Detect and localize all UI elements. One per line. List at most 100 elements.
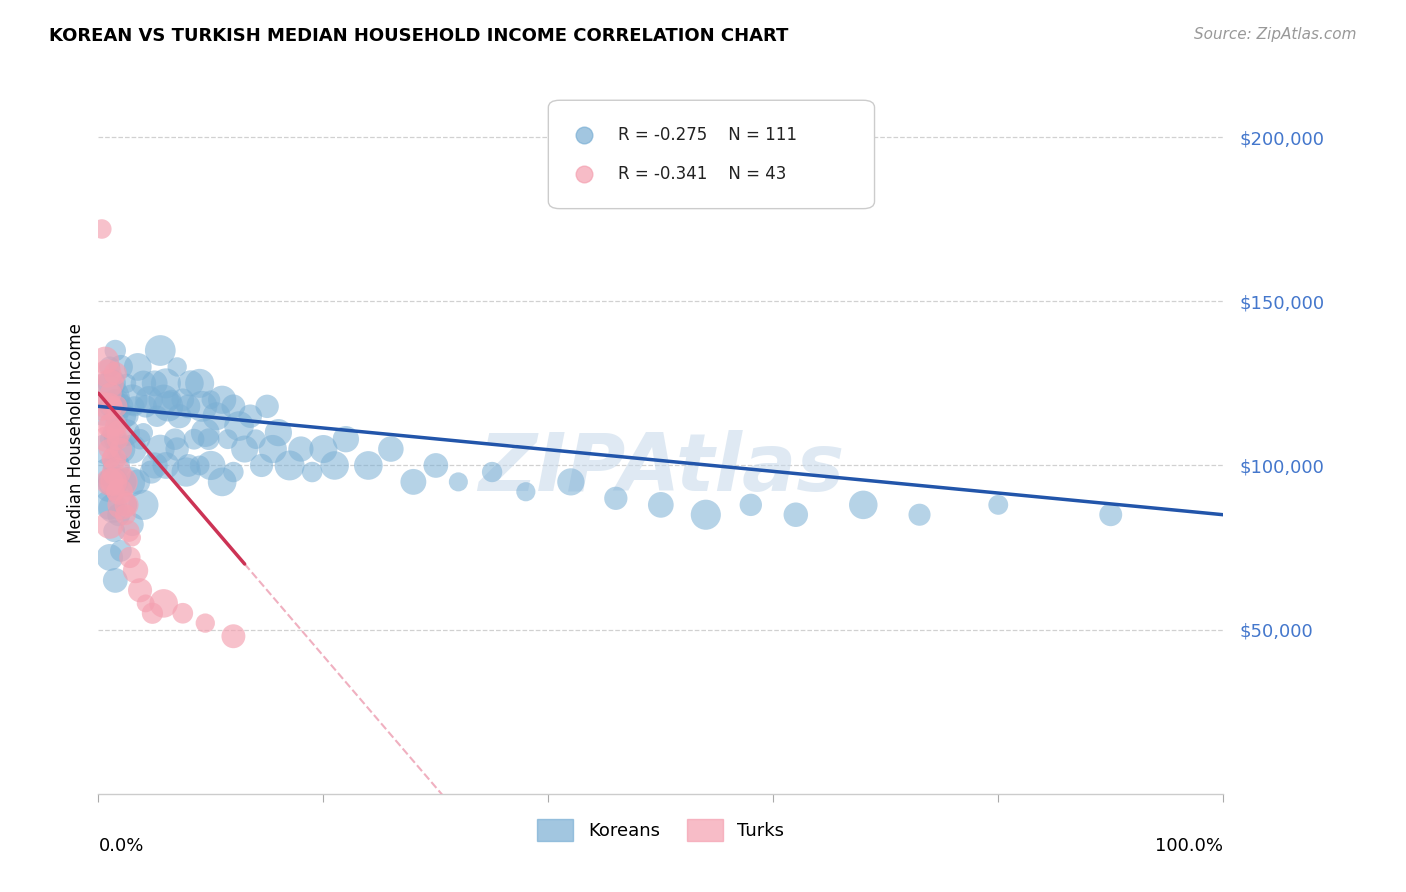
Point	[157, 400, 180, 414]
Point	[101, 501, 124, 516]
Point	[103, 400, 125, 414]
Point	[100, 451, 122, 466]
Point	[96, 432, 118, 446]
Point	[98, 432, 121, 446]
Point	[129, 583, 152, 598]
Point	[104, 574, 127, 588]
Point	[110, 544, 132, 558]
Point	[107, 425, 129, 440]
Text: KOREAN VS TURKISH MEDIAN HOUSEHOLD INCOME CORRELATION CHART: KOREAN VS TURKISH MEDIAN HOUSEHOLD INCOM…	[49, 27, 789, 45]
Point	[115, 425, 138, 440]
Point	[96, 442, 118, 456]
Point	[278, 458, 301, 473]
Point	[110, 442, 132, 456]
Point	[138, 392, 160, 407]
Point	[605, 491, 627, 506]
Point	[118, 550, 141, 565]
Point	[650, 498, 672, 512]
Text: 0.0%: 0.0%	[98, 838, 143, 855]
Point	[239, 409, 262, 424]
Point	[135, 596, 157, 610]
FancyBboxPatch shape	[548, 100, 875, 209]
Point	[188, 376, 211, 391]
Point	[132, 498, 155, 512]
Point	[104, 475, 127, 489]
Point	[115, 498, 138, 512]
Text: ZIPAtlas: ZIPAtlas	[478, 430, 844, 508]
Point	[560, 475, 582, 489]
Point	[105, 465, 128, 479]
Point	[101, 475, 124, 489]
Point	[97, 442, 120, 456]
Point	[852, 498, 875, 512]
Point	[121, 442, 143, 456]
Point	[90, 222, 112, 236]
Point	[188, 458, 211, 473]
Point	[94, 353, 117, 368]
Point	[695, 508, 717, 522]
Point	[104, 419, 127, 434]
Point	[177, 458, 200, 473]
Point	[112, 475, 135, 489]
Point	[135, 400, 157, 414]
Point	[481, 465, 503, 479]
Point	[152, 596, 174, 610]
Point	[301, 465, 323, 479]
Point	[118, 475, 141, 489]
Point	[447, 475, 470, 489]
Text: R = -0.341    N = 43: R = -0.341 N = 43	[619, 165, 786, 183]
Point	[105, 400, 128, 414]
Point	[785, 508, 807, 522]
Point	[205, 409, 228, 424]
Point	[1099, 508, 1122, 522]
Point	[172, 392, 194, 407]
Point	[103, 451, 125, 466]
Point	[908, 508, 931, 522]
Point	[98, 376, 121, 391]
Point	[101, 400, 124, 414]
Point	[194, 425, 217, 440]
Point	[104, 392, 127, 407]
Point	[96, 465, 118, 479]
Point	[233, 442, 256, 456]
Point	[107, 508, 129, 522]
Point	[380, 442, 402, 456]
Point	[132, 376, 155, 391]
Point	[149, 343, 172, 358]
Point	[127, 359, 149, 374]
Point	[129, 432, 152, 446]
Point	[127, 475, 149, 489]
Point	[515, 484, 537, 499]
Point	[121, 531, 143, 545]
Point	[217, 432, 239, 446]
Point	[141, 465, 163, 479]
Text: Source: ZipAtlas.com: Source: ZipAtlas.com	[1194, 27, 1357, 42]
Point	[163, 432, 186, 446]
Point	[101, 475, 124, 489]
Point	[149, 442, 172, 456]
Point	[97, 482, 120, 496]
Point	[115, 376, 138, 391]
Point	[987, 498, 1010, 512]
Point	[425, 458, 447, 473]
Text: 100.0%: 100.0%	[1156, 838, 1223, 855]
Point	[245, 432, 267, 446]
Point	[104, 432, 127, 446]
Point	[124, 564, 146, 578]
Point	[312, 442, 335, 456]
Point	[172, 607, 194, 621]
Point	[118, 524, 141, 538]
Point	[114, 508, 136, 522]
Point	[124, 400, 146, 414]
Point	[143, 458, 166, 473]
Point	[166, 442, 188, 456]
Point	[103, 524, 125, 538]
Point	[183, 432, 205, 446]
Point	[132, 425, 155, 440]
Point	[250, 458, 273, 473]
Point	[112, 475, 135, 489]
Point	[110, 442, 132, 456]
Point	[98, 359, 121, 374]
Point	[101, 425, 124, 440]
Point	[107, 432, 129, 446]
